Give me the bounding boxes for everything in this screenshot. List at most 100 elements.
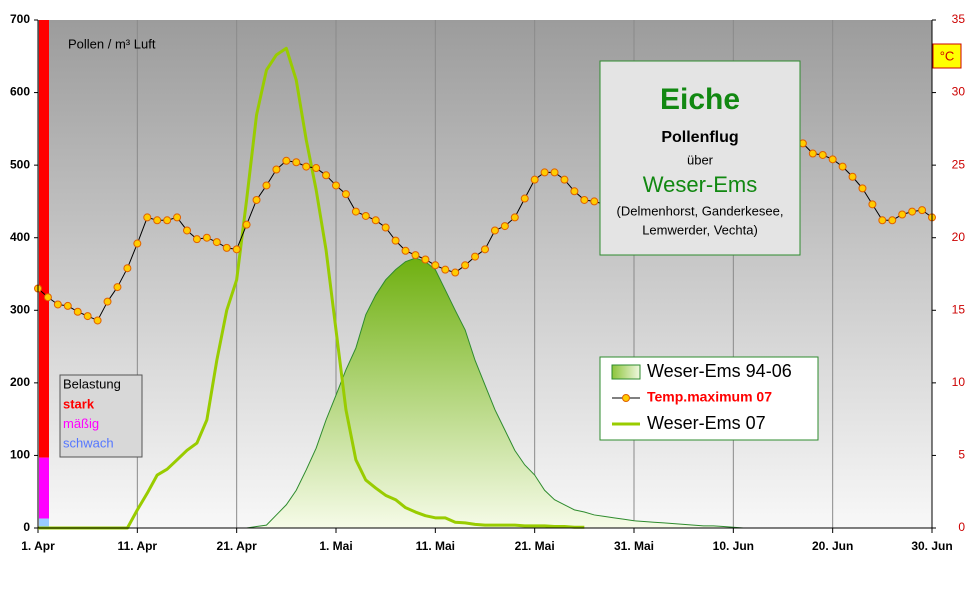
y-tick-label: 500 bbox=[10, 157, 30, 171]
marker bbox=[133, 239, 142, 248]
marker bbox=[441, 265, 450, 274]
intensity-band bbox=[39, 20, 49, 458]
x-tick-label: 1. Apr bbox=[21, 539, 55, 553]
marker bbox=[113, 283, 122, 292]
plot-area: 1. Apr 11. Apr 21. Apr 1. Mai 11. Mai 21. Mai… bbox=[10, 12, 965, 553]
marker bbox=[371, 216, 380, 225]
info-box bbox=[599, 60, 801, 256]
overlay: Pollen / m³ Luft °C Eiche Pollenflug über Wes… bbox=[59, 36, 962, 458]
intensity-label: schwach bbox=[63, 435, 114, 450]
y2-tick-label: 15 bbox=[952, 302, 966, 316]
marker bbox=[490, 226, 499, 235]
legend-label: Temp.maximum 07 bbox=[647, 389, 772, 405]
marker bbox=[520, 194, 529, 203]
y2-tick-label: 25 bbox=[952, 157, 966, 171]
y-tick-label: 100 bbox=[10, 448, 30, 462]
marker bbox=[212, 238, 221, 247]
marker bbox=[202, 233, 211, 242]
marker bbox=[103, 297, 112, 306]
marker bbox=[322, 171, 331, 180]
y2-tick-label: 0 bbox=[958, 520, 965, 534]
info-region: Weser-Ems bbox=[643, 172, 758, 197]
info-text: über bbox=[687, 152, 714, 167]
marker bbox=[918, 206, 927, 215]
marker bbox=[163, 216, 172, 225]
marker bbox=[590, 197, 599, 206]
marker bbox=[351, 207, 360, 216]
legend-label: Weser-Ems 94-06 bbox=[647, 361, 792, 381]
marker bbox=[500, 222, 509, 231]
marker bbox=[858, 184, 867, 193]
y-tick-label: 300 bbox=[10, 302, 30, 316]
marker bbox=[312, 164, 321, 173]
y2-tick-label: 20 bbox=[952, 230, 966, 244]
marker bbox=[53, 300, 62, 309]
marker bbox=[471, 252, 480, 261]
marker bbox=[570, 187, 579, 196]
x-tick-label: 31. Mai bbox=[614, 539, 654, 553]
intensity-band bbox=[39, 518, 49, 528]
marker bbox=[83, 312, 92, 321]
marker bbox=[252, 195, 261, 204]
marker bbox=[183, 226, 191, 235]
marker bbox=[63, 301, 72, 310]
marker bbox=[341, 190, 350, 199]
x-tick-label: 10. Jun bbox=[713, 539, 754, 553]
x-tick-label: 30. Jun bbox=[911, 539, 952, 553]
y-tick-label: 400 bbox=[10, 230, 30, 244]
marker bbox=[550, 168, 559, 177]
x-tick-label: 21. Mai bbox=[515, 539, 555, 553]
marker bbox=[232, 245, 241, 254]
y-axis-label: Pollen / m³ Luft bbox=[68, 36, 156, 51]
marker bbox=[411, 251, 420, 260]
line bbox=[38, 46, 585, 530]
marker bbox=[431, 261, 440, 270]
x-tick-label: 20. Jun bbox=[812, 539, 853, 553]
marker bbox=[878, 216, 887, 225]
marker bbox=[381, 223, 390, 232]
marker bbox=[808, 149, 817, 158]
y2-tick-label: 5 bbox=[958, 448, 965, 462]
y-tick-label: 200 bbox=[10, 375, 30, 389]
x-tick-label: 11. Mai bbox=[416, 539, 455, 553]
marker bbox=[222, 243, 231, 252]
y2-tick-label: 30 bbox=[952, 85, 966, 99]
intensity-label: stark bbox=[63, 396, 95, 411]
area bbox=[236, 257, 744, 529]
marker bbox=[272, 165, 281, 174]
marker bbox=[888, 216, 897, 225]
marker bbox=[848, 172, 857, 181]
marker bbox=[242, 220, 251, 229]
y-tick-label: 700 bbox=[10, 12, 30, 26]
info-text: Lemwerder, Vechta) bbox=[642, 222, 758, 237]
marker bbox=[818, 150, 827, 159]
marker bbox=[332, 181, 340, 190]
marker bbox=[461, 261, 470, 270]
legend-label: Weser-Ems 07 bbox=[647, 413, 766, 433]
marker bbox=[143, 213, 152, 222]
marker bbox=[421, 255, 430, 264]
x-tick-label: 1. Mai bbox=[319, 539, 352, 553]
y2-tick-label: 35 bbox=[952, 12, 966, 26]
marker bbox=[838, 162, 847, 171]
x-tick-label: 21. Apr bbox=[217, 539, 258, 553]
marker bbox=[282, 156, 291, 165]
marker bbox=[898, 210, 907, 219]
marker bbox=[560, 175, 569, 184]
marker bbox=[401, 246, 410, 255]
marker bbox=[451, 268, 460, 277]
marker bbox=[828, 155, 837, 164]
marker bbox=[173, 213, 182, 222]
intensity-band bbox=[39, 457, 49, 519]
marker bbox=[302, 162, 311, 171]
legend-marker bbox=[622, 394, 630, 402]
intensity-label: mäßig bbox=[63, 416, 99, 431]
marker bbox=[123, 264, 132, 273]
info-text: Pollenflug bbox=[661, 129, 738, 146]
marker bbox=[292, 158, 301, 167]
marker bbox=[908, 207, 917, 216]
marker bbox=[481, 245, 489, 254]
marker bbox=[262, 181, 271, 190]
marker bbox=[93, 316, 102, 325]
